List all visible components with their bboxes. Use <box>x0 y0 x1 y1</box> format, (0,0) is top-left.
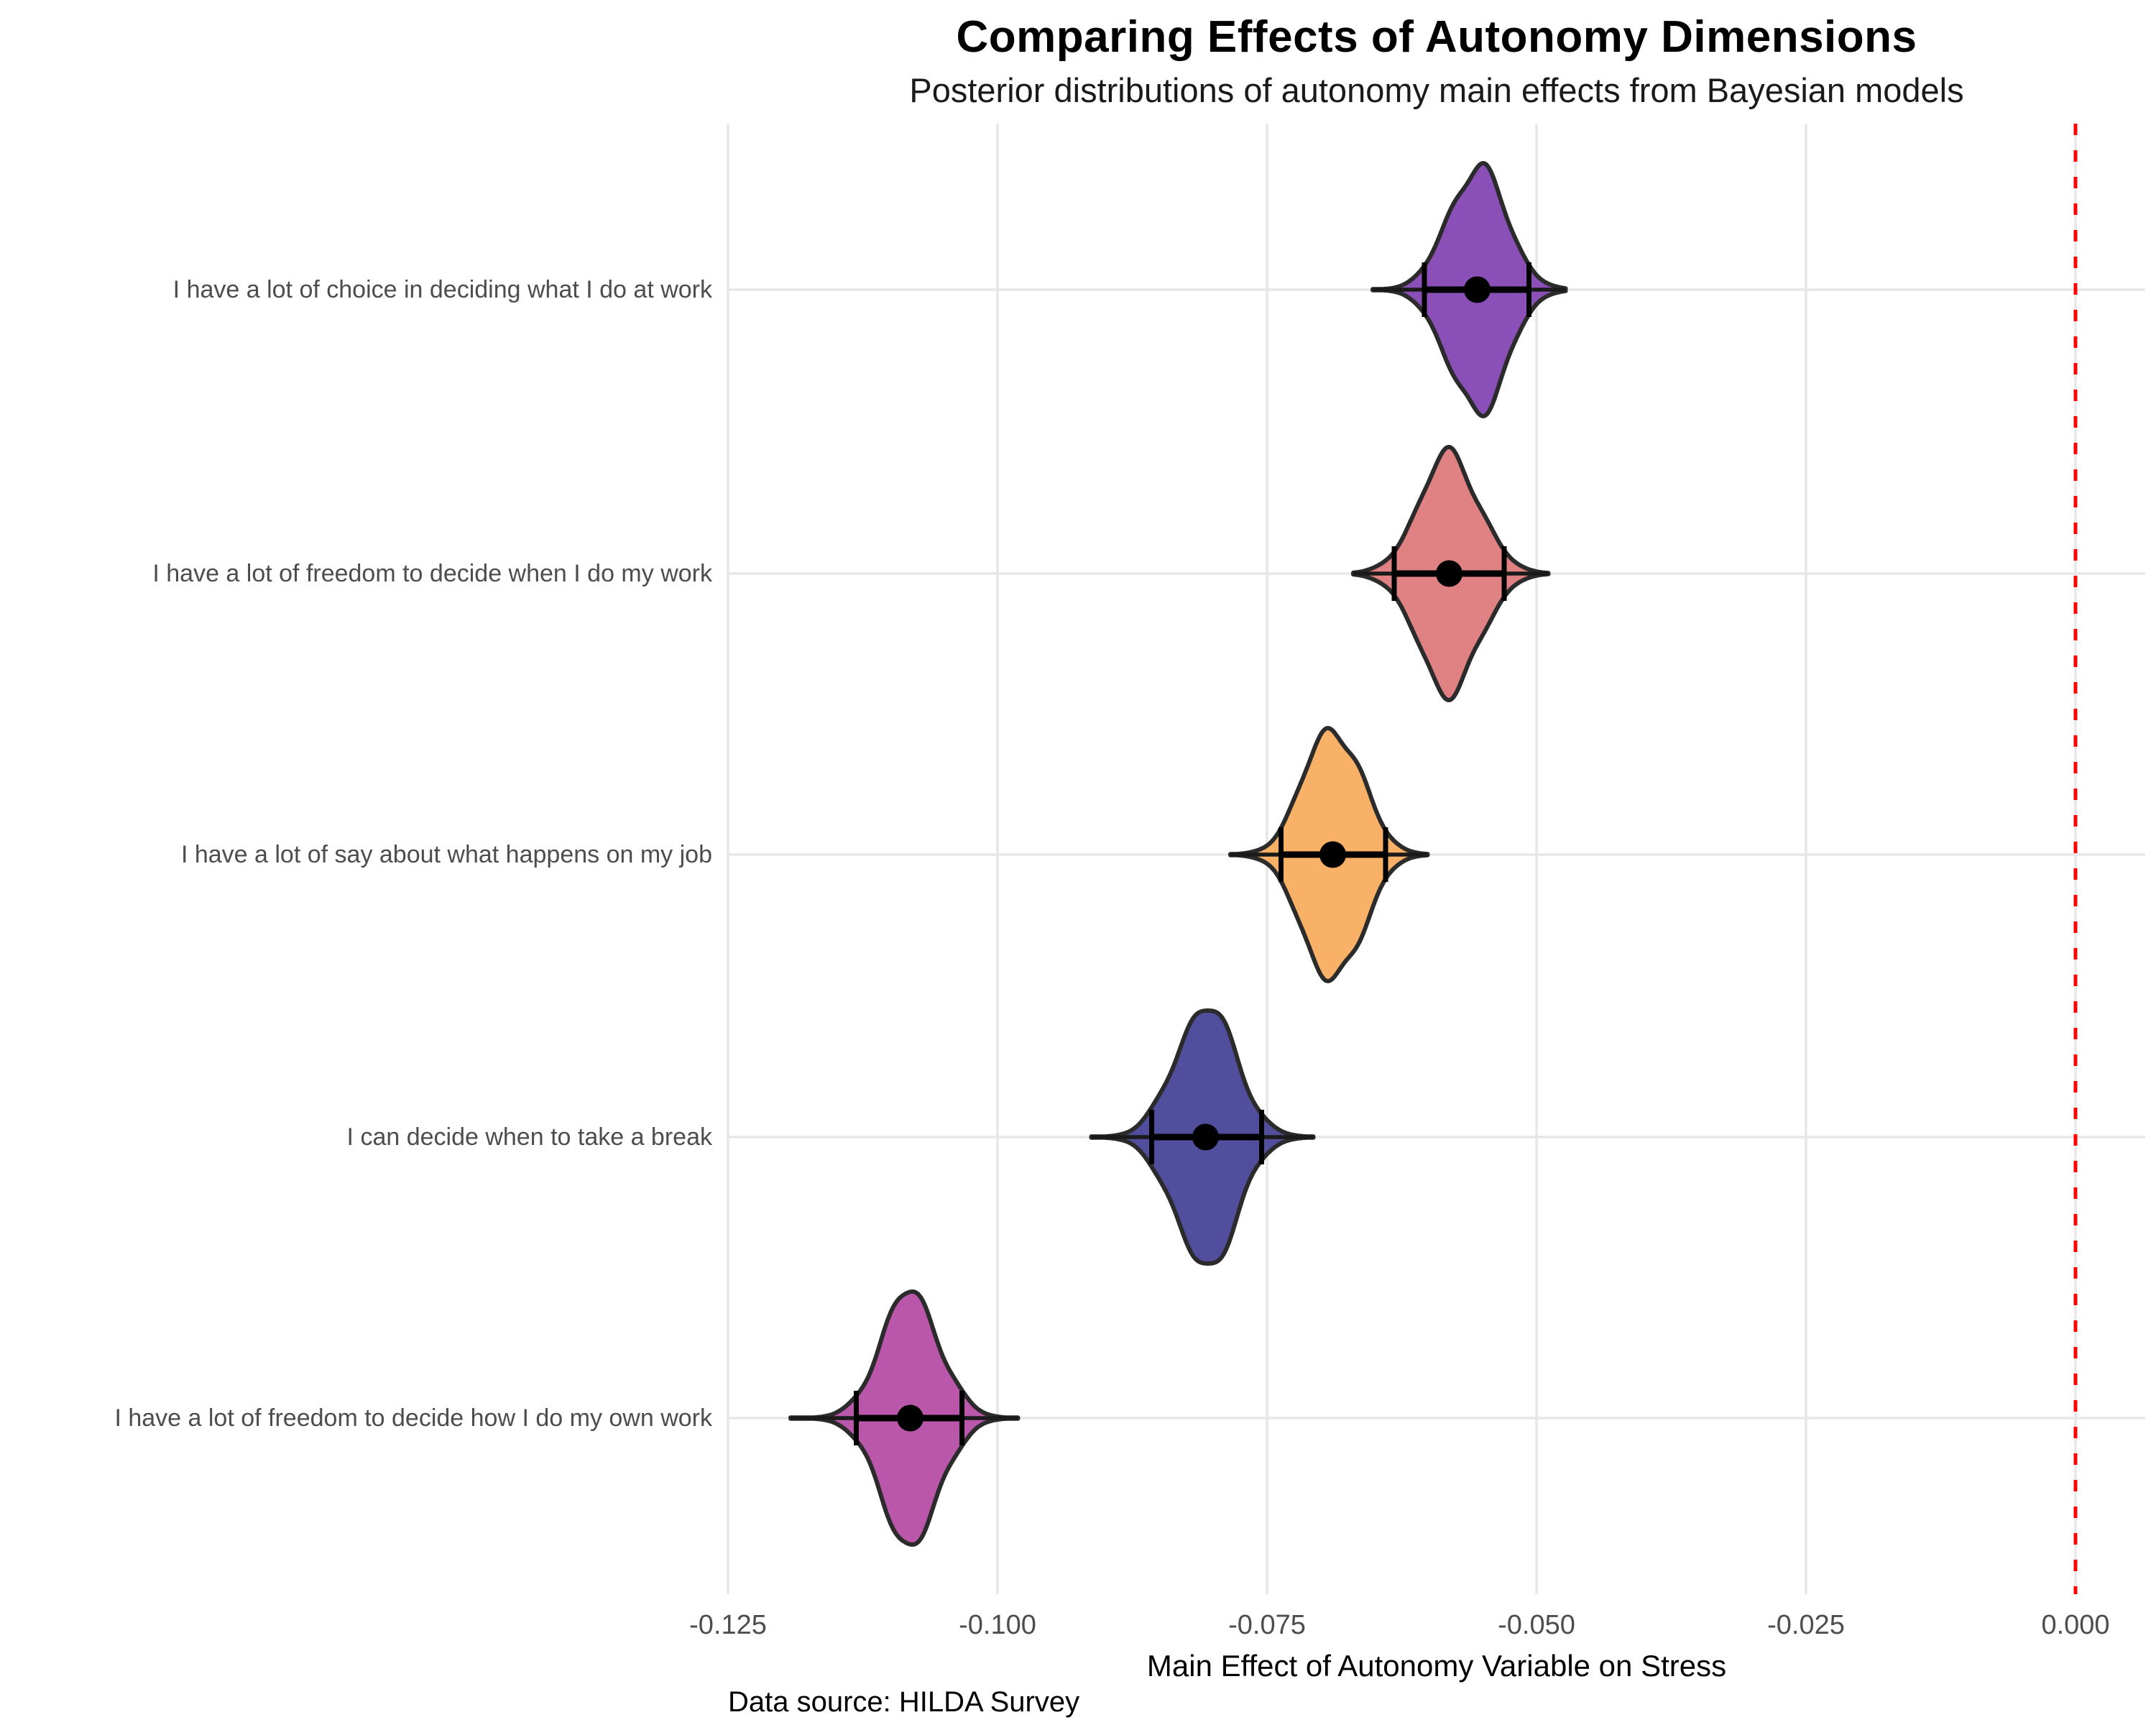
chart-subtitle: Posterior distributions of autonomy main… <box>909 71 1964 109</box>
mean-point <box>1319 841 1346 868</box>
mean-point <box>897 1404 923 1432</box>
y-axis-label: I have a lot of freedom to decide when I… <box>152 560 712 587</box>
y-axis-label: I have a lot of choice in deciding what … <box>172 276 712 303</box>
x-axis-tick-label: -0.050 <box>1498 1610 1575 1640</box>
mean-point <box>1436 560 1462 587</box>
x-axis-tick-label: -0.125 <box>689 1610 767 1640</box>
chart-title: Comparing Effects of Autonomy Dimensions <box>956 12 1917 62</box>
mean-point <box>1464 276 1491 303</box>
x-axis-tick-label: -0.025 <box>1767 1610 1845 1640</box>
x-axis-tick-label: -0.100 <box>959 1610 1036 1640</box>
mean-point <box>1192 1123 1219 1151</box>
x-axis-tick-label: -0.075 <box>1228 1610 1306 1640</box>
y-axis-label: I can decide when to take a break <box>346 1123 712 1151</box>
y-axis-label: I have a lot of say about what happens o… <box>180 841 712 868</box>
data-source-caption: Data source: HILDA Survey <box>728 1686 1080 1718</box>
x-axis-tick-label: 0.000 <box>2041 1610 2110 1640</box>
x-axis-title: Main Effect of Autonomy Variable on Stre… <box>1146 1649 1727 1683</box>
y-axis-label: I have a lot of freedom to decide how I … <box>114 1404 712 1432</box>
